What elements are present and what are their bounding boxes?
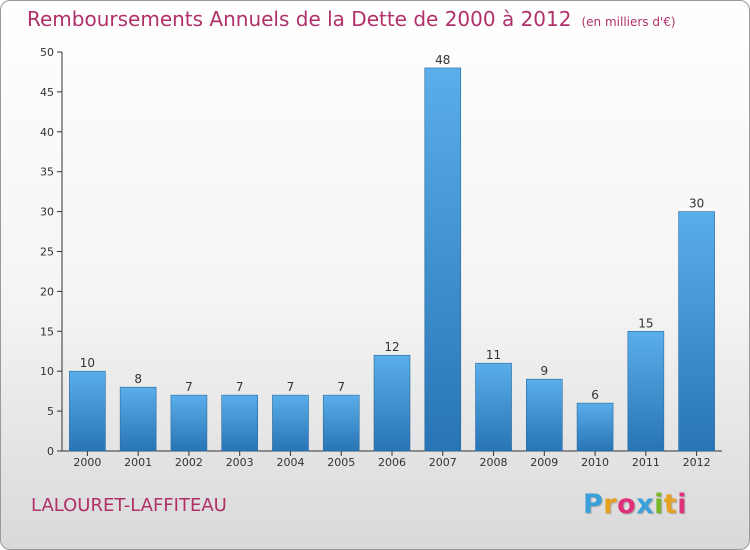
y-tick-label: 30 xyxy=(40,206,54,219)
logo-letter: x xyxy=(636,489,655,520)
data-label: 8 xyxy=(134,372,142,386)
y-tick-label: 20 xyxy=(40,285,54,298)
x-tick-label: 2008 xyxy=(480,456,508,469)
bar-2003 xyxy=(221,394,258,452)
bar-2009 xyxy=(526,378,563,452)
y-tick-label: 15 xyxy=(40,325,54,338)
y-tick-label: 25 xyxy=(40,246,54,259)
x-tick-label: 2010 xyxy=(581,456,609,469)
unit-label: (en milliers d'€) xyxy=(581,15,676,29)
logo-letter: o xyxy=(617,489,637,520)
data-label: 30 xyxy=(689,197,704,211)
logo-letter: P xyxy=(583,489,604,520)
logo-letter: r xyxy=(603,489,618,520)
labels: 2000 10 2001 8 2002 7 2003 7 2004 7 2005 7 2006 12 200… xyxy=(73,53,710,469)
x-tick-label: 2012 xyxy=(683,456,711,469)
data-label: 11 xyxy=(486,348,501,362)
x-tick-label: 2004 xyxy=(276,456,304,469)
commune-name: LALOURET-LAFFITEAU xyxy=(31,495,227,516)
proxiti-logo[interactable]: Proxiti xyxy=(583,489,687,520)
x-tick-label: 2006 xyxy=(378,456,406,469)
bar-2007 xyxy=(424,67,462,452)
y-tick-label: 5 xyxy=(47,405,54,418)
bar-2004 xyxy=(272,394,309,452)
data-label: 48 xyxy=(435,53,450,67)
y-tick-label: 0 xyxy=(47,445,54,458)
x-tick-label: 2011 xyxy=(632,456,660,469)
bar-2011 xyxy=(627,330,665,452)
data-label: 6 xyxy=(591,388,599,402)
bar-2006 xyxy=(373,354,411,452)
title-text: Remboursements Annuels de la Dette de 20… xyxy=(27,7,572,31)
data-label: 7 xyxy=(185,380,193,394)
x-tick-label: 2007 xyxy=(429,456,457,469)
y-tick-label: 40 xyxy=(40,126,54,139)
data-label: 7 xyxy=(337,380,345,394)
logo-letter: t xyxy=(663,489,678,520)
bars xyxy=(69,67,715,452)
bar-2010 xyxy=(576,402,614,452)
x-tick-label: 2009 xyxy=(530,456,558,469)
y-tick-label: 35 xyxy=(40,166,54,179)
x-tick-label: 2003 xyxy=(226,456,254,469)
y-tick-label: 45 xyxy=(40,86,54,99)
y-tick-label: 10 xyxy=(40,365,54,378)
x-tick-label: 2005 xyxy=(327,456,355,469)
data-label: 7 xyxy=(236,380,244,394)
data-label: 9 xyxy=(540,364,548,378)
data-label: 7 xyxy=(287,380,295,394)
data-label: 12 xyxy=(384,340,399,354)
bar-2012 xyxy=(678,211,715,452)
data-label: 15 xyxy=(638,316,653,330)
logo-letter: i xyxy=(677,489,688,520)
bar-2002 xyxy=(170,394,208,452)
x-tick-label: 2001 xyxy=(124,456,152,469)
bar-2001 xyxy=(119,386,157,452)
bar-2000 xyxy=(69,370,106,452)
chart-title: Remboursements Annuels de la Dette de 20… xyxy=(27,7,676,31)
data-label: 10 xyxy=(80,356,95,370)
y-tick-label: 50 xyxy=(40,46,54,59)
bar-2005 xyxy=(322,394,360,452)
x-tick-label: 2002 xyxy=(175,456,203,469)
logo-letter: i xyxy=(654,489,664,520)
x-tick-label: 2000 xyxy=(73,456,101,469)
bar-2008 xyxy=(475,362,512,452)
